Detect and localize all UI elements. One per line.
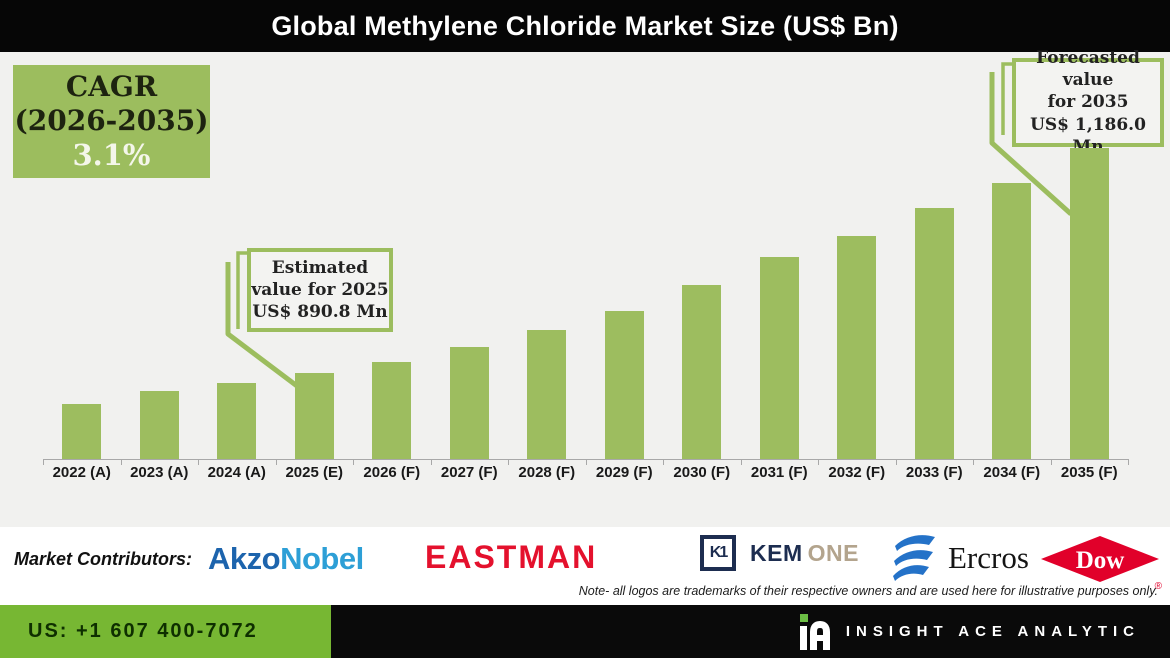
x-axis-label: 2029 (F) bbox=[595, 464, 653, 481]
forecast-callout-line1: Forecasted value bbox=[1036, 48, 1140, 91]
contributors-label: Market Contributors: bbox=[14, 549, 193, 569]
x-axis-label: 2024 (A) bbox=[207, 464, 266, 481]
kemone-wordmark-part1: KEM bbox=[750, 539, 803, 566]
chart-bar bbox=[837, 236, 877, 459]
title-bar: Global Methylene Chloride Market Size (U… bbox=[0, 0, 1170, 52]
x-axis-label: 2023 (A) bbox=[130, 464, 189, 481]
ercros-waves-icon bbox=[893, 535, 935, 581]
footer-bar: US: +1 607 400-7072 INSIGHT ACE ANALYTIC bbox=[0, 605, 1170, 658]
chart-bar bbox=[294, 373, 334, 459]
x-axis-tick bbox=[973, 459, 974, 465]
estimated-callout-line2: value for 2025 bbox=[251, 279, 389, 300]
x-axis-label: 2032 (F) bbox=[828, 464, 886, 481]
chart-bar bbox=[992, 183, 1032, 459]
dow-registered-mark: ® bbox=[1154, 581, 1162, 592]
x-axis-tick bbox=[275, 459, 277, 465]
x-axis-tick bbox=[43, 459, 44, 465]
dow-wordmark: Dow bbox=[1076, 547, 1125, 574]
estimated-callout-value: US$ 890.8 Mn bbox=[252, 302, 388, 323]
x-axis-label: 2026 (F) bbox=[363, 464, 421, 481]
x-axis-label: 2025 (E) bbox=[285, 464, 344, 481]
cagr-badge: CAGR (2026-2035) 3.1% bbox=[13, 65, 210, 178]
chart-bar bbox=[1069, 148, 1109, 459]
x-axis-label: 2022 (A) bbox=[52, 464, 111, 481]
ercros-wordmark: Ercros bbox=[948, 540, 1029, 575]
akzonobel-logo: AkzoNobel bbox=[208, 541, 364, 577]
kemone-wordmark-part2: ONE bbox=[807, 539, 859, 566]
footer-contact-block: US: +1 607 400-7072 bbox=[0, 605, 331, 658]
akzonobel-wordmark-part2: Nobel bbox=[280, 541, 364, 576]
chart-bar bbox=[217, 383, 257, 459]
dow-diamond-icon: Dow bbox=[1041, 536, 1159, 582]
chart-bar bbox=[527, 330, 567, 459]
chart-bar bbox=[372, 362, 412, 459]
x-axis-label: 2027 (F) bbox=[440, 464, 498, 481]
cagr-value: 3.1% bbox=[72, 137, 151, 172]
x-axis-tick bbox=[1128, 459, 1129, 465]
estimated-callout-line1: Estimated bbox=[271, 257, 369, 278]
x-axis-tick bbox=[818, 459, 819, 465]
chart-bar bbox=[449, 347, 489, 459]
estimated-value-callout: Estimated value for 2025 US$ 890.8 Mn bbox=[247, 248, 393, 332]
chart-bar bbox=[604, 311, 644, 459]
x-axis-tick bbox=[585, 459, 587, 465]
chart-bar bbox=[682, 285, 722, 459]
x-axis-tick bbox=[353, 459, 354, 465]
chart-bar bbox=[759, 257, 799, 459]
x-axis-tick bbox=[198, 459, 199, 465]
chart-bar bbox=[139, 391, 179, 459]
ercros-logo: Ercros bbox=[890, 533, 1029, 583]
page-title: Global Methylene Chloride Market Size (U… bbox=[271, 10, 899, 41]
eastman-logo: EASTMAN bbox=[425, 539, 598, 575]
x-axis-tick bbox=[120, 459, 122, 465]
cagr-label: CAGR bbox=[65, 69, 158, 103]
cagr-period: (2026-2035) bbox=[14, 103, 209, 137]
x-axis-tick bbox=[430, 459, 432, 465]
dow-logo: Dow ® bbox=[1040, 535, 1162, 592]
x-axis-label: 2035 (F) bbox=[1060, 464, 1118, 481]
x-axis-tick bbox=[740, 459, 742, 465]
kemone-logo: K1 KEM ONE bbox=[700, 535, 859, 571]
x-axis-tick bbox=[895, 459, 897, 465]
chart-area: CAGR (2026-2035) 3.1% Estimated value fo… bbox=[0, 48, 1170, 527]
x-axis-label: 2028 (F) bbox=[518, 464, 576, 481]
x-axis-label: 2034 (F) bbox=[983, 464, 1041, 481]
contributors-strip: Market Contributors: AkzoNobel EASTMAN K… bbox=[0, 527, 1170, 605]
insight-ace-analytic-icon bbox=[799, 613, 830, 650]
x-axis-label: 2030 (F) bbox=[673, 464, 731, 481]
chart-bar bbox=[62, 404, 102, 459]
chart-plot bbox=[43, 52, 1128, 459]
trademark-note: Note- all logos are trademarks of their … bbox=[578, 584, 1158, 598]
x-axis-labels: 2022 (A) 2023 (A) 2024 (A) 2025 (E) 2026 (F)… bbox=[43, 464, 1128, 481]
kemone-monogram-icon: K1 bbox=[700, 535, 736, 571]
x-axis-tick bbox=[663, 459, 664, 465]
x-axis-label: 2033 (F) bbox=[905, 464, 963, 481]
x-axis-label: 2031 (F) bbox=[750, 464, 808, 481]
x-axis-tick bbox=[1050, 459, 1052, 465]
x-axis-tick bbox=[508, 459, 509, 465]
forecast-callout-line2: for 2035 bbox=[1047, 92, 1129, 113]
brand-lockup: INSIGHT ACE ANALYTIC bbox=[798, 605, 1140, 658]
brand-name: INSIGHT ACE ANALYTIC bbox=[845, 623, 1140, 640]
chart-bar bbox=[914, 208, 954, 459]
contact-phone: US: +1 607 400-7072 bbox=[28, 620, 258, 642]
akzonobel-wordmark-part1: Akzo bbox=[208, 541, 281, 576]
